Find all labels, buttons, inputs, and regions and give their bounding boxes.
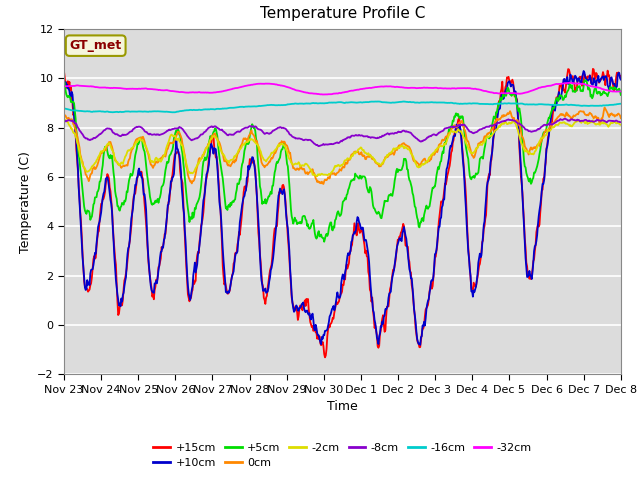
- -16cm: [60, 106, 68, 111]
- 0cm: [319, 181, 327, 187]
- -8cm: [315, 144, 323, 149]
- +10cm: [410, 306, 418, 312]
- +10cm: [214, 163, 221, 169]
- +15cm: [321, 355, 329, 360]
- -16cm: [412, 100, 419, 106]
- -32cm: [70, 83, 78, 89]
- -16cm: [428, 99, 436, 105]
- Line: -16cm: -16cm: [64, 101, 621, 112]
- +10cm: [70, 113, 78, 119]
- 0cm: [70, 122, 78, 128]
- 0cm: [617, 115, 625, 121]
- -2cm: [214, 139, 222, 145]
- +15cm: [589, 66, 596, 72]
- -32cm: [428, 85, 435, 91]
- -2cm: [428, 151, 436, 157]
- Text: GT_met: GT_met: [70, 39, 122, 52]
- Line: +10cm: +10cm: [64, 71, 621, 345]
- Legend: +15cm, +10cm, +5cm, 0cm, -2cm, -8cm, -16cm, -32cm: +15cm, +10cm, +5cm, 0cm, -2cm, -8cm, -16…: [149, 438, 536, 472]
- -8cm: [60, 119, 68, 124]
- 0cm: [184, 172, 192, 178]
- -32cm: [566, 80, 573, 85]
- 0cm: [428, 156, 435, 162]
- -2cm: [412, 160, 419, 166]
- +10cm: [428, 278, 435, 284]
- -32cm: [319, 92, 326, 97]
- X-axis label: Time: Time: [327, 400, 358, 413]
- -32cm: [184, 90, 192, 96]
- -2cm: [617, 122, 625, 128]
- +5cm: [428, 194, 435, 200]
- -2cm: [60, 118, 68, 123]
- +10cm: [127, 216, 135, 221]
- 0cm: [411, 157, 419, 163]
- +5cm: [184, 206, 192, 212]
- 0cm: [601, 105, 609, 110]
- Line: +15cm: +15cm: [64, 69, 621, 358]
- Line: -32cm: -32cm: [64, 83, 621, 95]
- -32cm: [60, 84, 68, 89]
- +10cm: [417, 342, 424, 348]
- -8cm: [214, 125, 221, 131]
- +10cm: [617, 77, 625, 83]
- -16cm: [70, 108, 78, 113]
- +10cm: [580, 68, 588, 74]
- +5cm: [411, 204, 419, 209]
- -8cm: [127, 129, 135, 134]
- Line: 0cm: 0cm: [64, 108, 621, 184]
- +10cm: [184, 283, 192, 288]
- Line: -2cm: -2cm: [64, 120, 621, 176]
- -16cm: [185, 108, 193, 113]
- -8cm: [428, 133, 435, 139]
- -32cm: [411, 85, 419, 91]
- +15cm: [70, 110, 78, 116]
- -16cm: [127, 108, 135, 114]
- -8cm: [617, 120, 625, 125]
- -8cm: [184, 134, 192, 140]
- +15cm: [617, 75, 625, 81]
- -32cm: [127, 86, 135, 92]
- +15cm: [184, 291, 192, 297]
- -16cm: [214, 106, 222, 112]
- Title: Temperature Profile C: Temperature Profile C: [260, 6, 425, 21]
- +5cm: [214, 133, 221, 139]
- +15cm: [214, 160, 221, 166]
- +15cm: [60, 68, 68, 74]
- -16cm: [170, 109, 178, 115]
- Y-axis label: Temperature (C): Temperature (C): [19, 151, 31, 252]
- -16cm: [617, 101, 625, 107]
- +5cm: [127, 173, 135, 179]
- +15cm: [411, 313, 419, 319]
- +15cm: [428, 280, 435, 286]
- +10cm: [60, 79, 68, 85]
- 0cm: [127, 148, 135, 154]
- +15cm: [127, 223, 135, 228]
- -32cm: [617, 88, 625, 94]
- -8cm: [70, 120, 78, 125]
- -2cm: [61, 117, 69, 123]
- +5cm: [60, 77, 68, 83]
- -2cm: [185, 169, 193, 175]
- +5cm: [70, 100, 78, 106]
- +5cm: [617, 92, 625, 98]
- -2cm: [128, 145, 136, 151]
- Line: +5cm: +5cm: [64, 80, 621, 242]
- 0cm: [214, 136, 221, 142]
- -2cm: [312, 173, 320, 179]
- -2cm: [71, 131, 79, 136]
- +5cm: [321, 239, 328, 245]
- Line: -8cm: -8cm: [64, 119, 621, 146]
- -8cm: [561, 116, 569, 121]
- -32cm: [214, 89, 221, 95]
- 0cm: [60, 113, 68, 119]
- -8cm: [411, 134, 419, 140]
- -16cm: [400, 98, 408, 104]
